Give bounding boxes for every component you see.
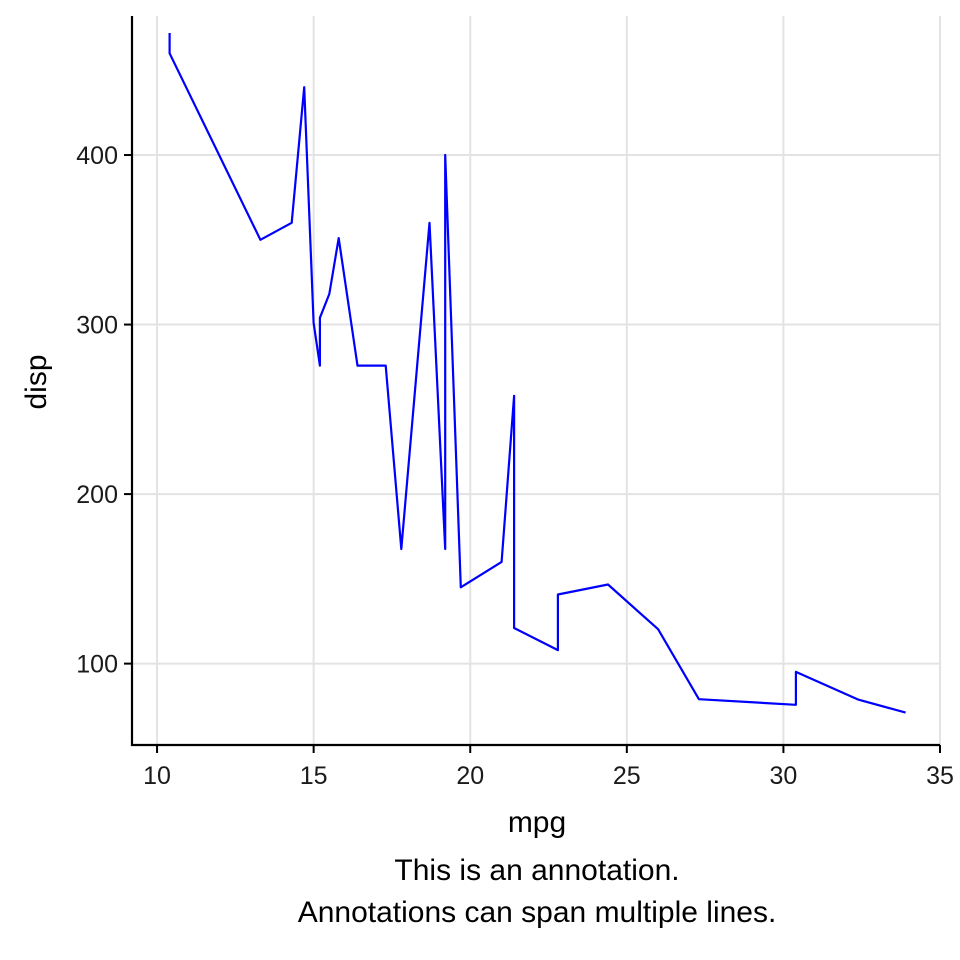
x-tick-label: 15 bbox=[300, 762, 328, 790]
series-line bbox=[168, 33, 906, 714]
x-tick-label: 10 bbox=[143, 762, 171, 790]
grid-lines bbox=[132, 16, 941, 745]
x-tick-label: 20 bbox=[456, 762, 484, 790]
x-tick-label: 30 bbox=[770, 762, 798, 790]
y-tick-label: 300 bbox=[76, 312, 118, 340]
y-axis-title: disp bbox=[20, 354, 53, 409]
y-tick-label: 100 bbox=[76, 651, 118, 679]
axes bbox=[124, 16, 941, 753]
annotation-line-2: Annotations can span multiple lines. bbox=[298, 896, 777, 929]
x-tick-label: 35 bbox=[926, 762, 954, 790]
tick-labels: 10 15 20 25 30 35 100 200 300 400 bbox=[76, 142, 954, 790]
y-tick-label: 200 bbox=[76, 481, 118, 509]
annotation-line-1: This is an annotation. bbox=[394, 854, 679, 887]
data-series bbox=[168, 33, 906, 714]
y-tick-label: 400 bbox=[76, 142, 118, 170]
x-axis-title: mpg bbox=[508, 806, 566, 839]
x-tick-label: 25 bbox=[613, 762, 641, 790]
